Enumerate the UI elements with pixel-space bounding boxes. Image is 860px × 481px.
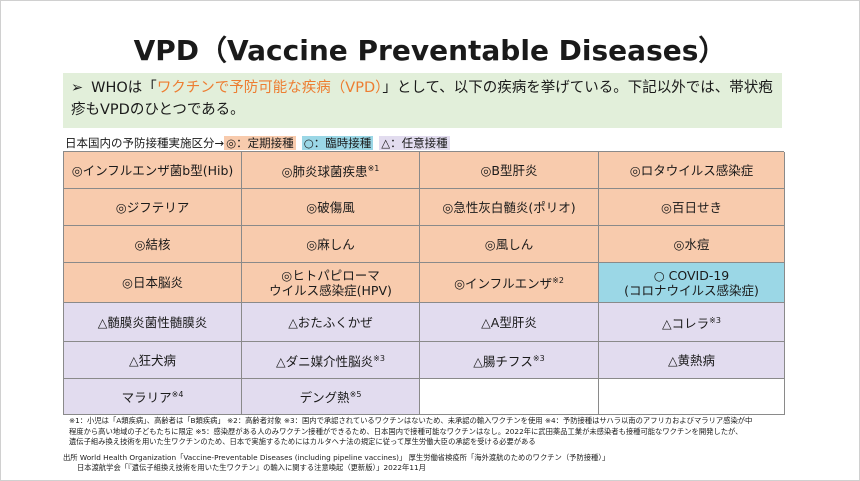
cell-text: ◎ヒトパピローマ xyxy=(281,267,380,283)
summary-box: ➢ WHOは「ワクチンで予防可能な疾病（VPD）」として、以下の疾病を挙げている。… xyxy=(63,73,782,128)
footnote: 遺伝子組み換え技術を用いた生ワクチンのため、日本で実施するためにはカルタヘナ法の… xyxy=(69,437,536,446)
cell: △おたふくかぜ xyxy=(242,303,420,342)
cell-text: デング熱※5 xyxy=(299,390,362,406)
cell-text: △おたふくかぜ xyxy=(288,314,373,330)
cell: ◎ヒトパピローマ ウイルス感染症(HPV) xyxy=(242,263,420,303)
cell: ◎水痘 xyxy=(599,226,785,263)
cell-text: ◎インフルエンザ菌b型(Hib) xyxy=(71,162,234,178)
cell-text: ◎破傷風 xyxy=(306,199,355,215)
cell: △コレラ※3 xyxy=(599,303,785,342)
cell xyxy=(420,379,599,415)
cell: ◎日本脳炎 xyxy=(64,263,242,303)
cell: マラリア※4 xyxy=(64,379,242,415)
source: 出所 World Health Organization「Vaccine-Pre… xyxy=(63,453,610,462)
cell-text: ○ COVID-19 xyxy=(653,267,730,283)
sources: 出所 World Health Organization「Vaccine-Pre… xyxy=(63,453,609,472)
cell: ◎風しん xyxy=(420,226,599,263)
cell: ○ COVID-19 (コロナウイルス感染症) xyxy=(599,263,785,303)
cell-text: ◎百日せき xyxy=(661,199,722,215)
table: ◎インフルエンザ菌b型(Hib) ◎肺炎球菌疾患※1 ◎B型肝炎 ◎ロタウイルス感染症… xyxy=(63,151,785,415)
cell: ◎結核 xyxy=(64,226,242,263)
note-mark: ※5 xyxy=(349,390,362,400)
cell-text: ◎インフルエンザ※2 xyxy=(454,276,564,292)
legend-item: ◎：定期接種 xyxy=(224,136,296,150)
cell-text: ◎日本脳炎 xyxy=(122,275,183,290)
note-mark: ※3 xyxy=(532,353,545,363)
note-mark: ※4 xyxy=(171,390,184,400)
footnote: ※1：小児は「A類疾病」、高齢者は「B類疾病」 ※2：高齢者対象 ※3：国内で承… xyxy=(69,416,753,425)
cell xyxy=(599,379,785,415)
footnote: 程度から高い地域の子どもたちに限定 ※5：感染歴がある人のみワクチン接種ができる… xyxy=(69,426,743,436)
cell-text: △腸チフス※3 xyxy=(473,353,545,370)
source: 日本渡航学会「『遺伝子組換え技術を用いた生ワクチン』の輸入に関する注意喚起（更新… xyxy=(77,462,426,472)
cell: △黄熱病 xyxy=(599,342,785,379)
legend-label: 日本国内の予防接種実施区分→ xyxy=(65,136,225,150)
cell-text: ◎肺炎球菌疾患※1 xyxy=(281,163,380,180)
cell: △A型肝炎 xyxy=(420,303,599,342)
cell-text: ◎B型肝炎 xyxy=(480,162,538,178)
cell: ◎破傷風 xyxy=(242,189,420,226)
cell-text: △髄膜炎菌性髄膜炎 xyxy=(97,314,208,330)
cell: △ダニ媒介性脳炎※3 xyxy=(242,342,420,379)
cell: ◎インフルエンザ※2 xyxy=(420,263,599,303)
cell-text: ◎風しん xyxy=(484,236,534,252)
cell-text: ◎ロタウイルス感染症 xyxy=(629,162,754,178)
summary-text: ワクチンで予防可能な疾病（VPD） xyxy=(156,80,383,96)
cell: △髄膜炎菌性髄膜炎 xyxy=(64,303,242,342)
cell-text: △ダニ媒介性脳炎※3 xyxy=(276,353,385,370)
cell-text: △コレラ※3 xyxy=(662,315,721,332)
note-mark: ※2 xyxy=(552,276,564,286)
cell-text: ◎水痘 xyxy=(673,236,710,252)
cell: デング熱※5 xyxy=(242,379,420,415)
cell: △狂犬病 xyxy=(64,342,242,379)
cell: ◎ジフテリア xyxy=(64,189,242,226)
cell-text: ウイルス感染症(HPV) xyxy=(269,282,392,298)
cell: ◎インフルエンザ菌b型(Hib) xyxy=(64,152,242,189)
cell-text: △黄熱病 xyxy=(667,352,716,368)
cell: ◎肺炎球菌疾患※1 xyxy=(242,152,420,189)
cell-text: ◎麻しん xyxy=(306,236,355,252)
note-mark: ※3 xyxy=(373,353,385,363)
cell-text: ◎急性灰白髄炎(ポリオ) xyxy=(442,199,576,215)
cell-text: マラリア※4 xyxy=(121,390,184,406)
cell-text: △狂犬病 xyxy=(128,352,177,368)
cell: ◎B型肝炎 xyxy=(420,152,599,189)
cell: △腸チフス※3 xyxy=(420,342,599,379)
note-mark: ※1 xyxy=(367,163,380,173)
cell-text: △A型肝炎 xyxy=(481,314,537,330)
cell: ◎百日せき xyxy=(599,189,785,226)
summary-text: 」として、以下の疾病を挙げている。下記以外では、帯状疱疹もVPDのひとつである。 xyxy=(71,80,773,118)
bullet: ➢ xyxy=(71,80,84,96)
summary-text: WHOは「 xyxy=(91,80,157,96)
legend-item: △：任意接種 xyxy=(379,136,450,150)
cell-text: (コロナウイルス感染症) xyxy=(624,282,759,298)
legend-item: ○：臨時接種 xyxy=(301,136,374,150)
title: VPD（Vaccine Preventable Diseases） xyxy=(133,34,727,67)
cell: ◎ロタウイルス感染症 xyxy=(599,152,785,189)
legend: 日本国内の予防接種実施区分→ ◎：定期接種 ○：臨時接種 △：任意接種 xyxy=(65,135,456,151)
cell: ◎急性灰白髄炎(ポリオ) xyxy=(420,189,599,226)
cell-text: ◎結核 xyxy=(134,236,171,252)
footnotes: ※1：小児は「A類疾病」、高齢者は「B類疾病」 ※2：高齢者対象 ※3：国内で承… xyxy=(69,416,752,448)
note-mark: ※3 xyxy=(709,315,721,325)
cell: ◎麻しん xyxy=(242,226,420,263)
cell-text: ◎ジフテリア xyxy=(115,199,190,215)
